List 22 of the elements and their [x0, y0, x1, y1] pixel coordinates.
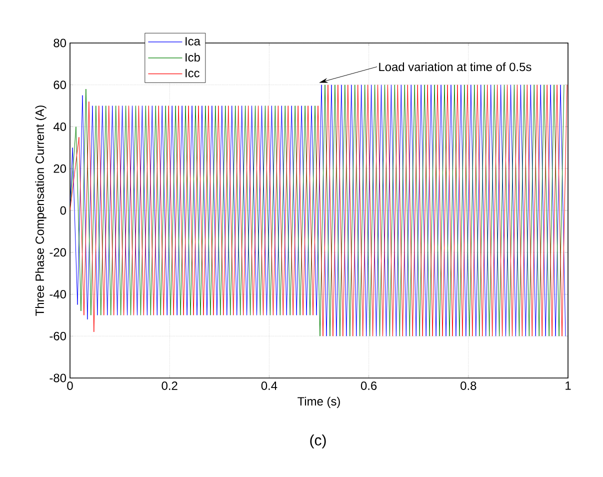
- y-tick-label: 0: [60, 206, 66, 215]
- y-tick-label: 40: [53, 122, 66, 131]
- x-tick-label: 0.4: [261, 382, 278, 390]
- x-axis-title: Time (s): [298, 396, 340, 408]
- y-tick-label: -40: [50, 290, 66, 298]
- legend-label: Icc: [186, 68, 200, 78]
- y-tick-label: 80: [54, 38, 66, 48]
- x-tick-label: 0.6: [360, 382, 377, 390]
- y-tick-label: 20: [54, 164, 66, 173]
- text: (c): [310, 434, 326, 448]
- y-tick-label: -60: [50, 332, 66, 340]
- annotation: Load variation at time of 0.5s: [379, 62, 532, 72]
- x-tick-label: 0.2: [162, 382, 178, 390]
- x-tick-label: 0: [67, 382, 73, 390]
- y-tick-label: 60: [54, 80, 66, 90]
- x-tick-label: 0.8: [460, 382, 476, 390]
- legend-label: Ica: [186, 37, 200, 46]
- legend-label: Icb: [186, 52, 200, 62]
- y-tick-label: -20: [50, 248, 66, 257]
- x-tick-label: 1: [566, 382, 571, 390]
- y-tick-label: -80: [50, 374, 66, 382]
- y-axis-title: Three Phase Compensation Current (A): [35, 106, 46, 316]
